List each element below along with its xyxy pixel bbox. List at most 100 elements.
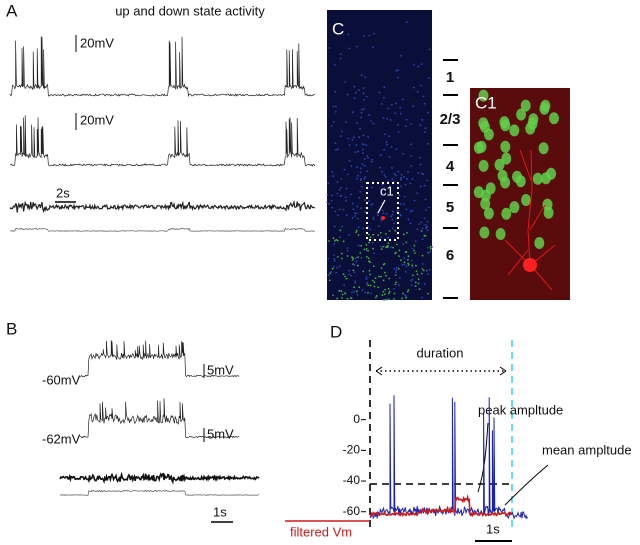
time-scale-label: 2s <box>56 185 70 200</box>
cell-dot <box>383 148 385 151</box>
cell-dot <box>411 264 414 267</box>
cell-dot <box>379 154 382 157</box>
cell-dot <box>409 182 412 185</box>
cell-dot <box>360 244 362 247</box>
neuron-soma <box>523 258 537 272</box>
inset-cell <box>549 112 559 125</box>
cell-dot <box>396 210 399 212</box>
cell-dot <box>350 165 353 168</box>
cell-dot <box>344 196 347 199</box>
cell-dot <box>415 264 417 267</box>
cell-dot <box>410 165 413 167</box>
cell-dot <box>410 259 413 262</box>
cell-dot <box>392 210 394 213</box>
cell-dot <box>417 65 420 68</box>
cell-dot <box>339 53 342 55</box>
cell-dot <box>345 199 347 202</box>
cell-dot <box>368 34 371 37</box>
cell-dot <box>402 233 405 236</box>
cell-dot <box>380 267 383 269</box>
cell-dot <box>344 275 346 278</box>
cell-dot <box>356 290 358 293</box>
cell-dot <box>395 269 398 272</box>
cell-dot <box>370 204 372 206</box>
cell-dot <box>337 148 339 151</box>
cell-dot <box>380 236 382 239</box>
cell-dot <box>364 211 366 213</box>
membrane-trace <box>80 340 240 378</box>
cell-dot <box>328 202 331 205</box>
cell-dot <box>333 225 336 228</box>
cell-dot <box>393 292 396 295</box>
layer-label: 1 <box>446 69 454 86</box>
cell-dot <box>395 148 398 151</box>
cell-dot <box>421 227 424 230</box>
cell-dot <box>371 186 374 189</box>
cell-dot <box>420 221 423 224</box>
cell-dot <box>419 163 422 166</box>
cell-dot <box>413 64 415 66</box>
cell-dot <box>365 95 368 98</box>
cell-dot <box>428 269 431 271</box>
cell-dot <box>366 170 369 173</box>
cell-dot <box>370 292 372 295</box>
cell-dot <box>405 241 408 244</box>
cell-dot <box>355 212 358 215</box>
inset-cell <box>500 140 511 153</box>
cell-dot <box>358 89 360 91</box>
cell-dot <box>388 230 391 232</box>
cell-dot <box>343 168 346 171</box>
cell-dot <box>381 103 383 105</box>
cell-dot <box>387 242 390 244</box>
cell-dot <box>391 213 394 216</box>
cell-dot <box>390 215 393 218</box>
cell-dot <box>359 179 362 181</box>
cell-dot <box>346 255 349 257</box>
cell-dot <box>403 257 406 260</box>
cell-dot <box>384 133 386 136</box>
cell-dot <box>356 294 359 296</box>
cell-dot <box>348 160 351 162</box>
cell-dot <box>339 57 342 60</box>
cell-dot <box>395 281 398 284</box>
cell-dot <box>361 143 364 146</box>
cell-dot <box>334 239 336 242</box>
cell-dot <box>378 91 381 94</box>
cell-dot <box>425 270 428 272</box>
cell-dot <box>378 275 380 278</box>
cell-dot <box>334 210 337 213</box>
cell-dot <box>352 136 355 139</box>
cell-dot <box>354 280 357 283</box>
cell-dot <box>331 194 333 197</box>
cell-dot <box>427 142 429 145</box>
cell-dot <box>421 172 423 175</box>
cell-dot <box>403 263 406 266</box>
cell-dot <box>410 123 413 125</box>
cell-dot <box>391 167 393 169</box>
cell-dot <box>410 279 412 282</box>
cell-dot <box>336 297 339 300</box>
cell-dot <box>333 258 335 260</box>
cell-dot <box>411 209 414 212</box>
cell-dot <box>412 274 414 277</box>
cell-dot <box>388 135 390 138</box>
panel-label: D <box>330 322 342 341</box>
panel-title: up and down state activity <box>115 3 265 18</box>
inset-cell <box>483 207 494 220</box>
y-tick-label: -40 <box>343 473 361 487</box>
cell-dot <box>431 246 433 248</box>
membrane-trace <box>79 398 240 439</box>
cell-dot <box>377 234 380 236</box>
cell-dot <box>342 273 345 276</box>
inset-cell <box>473 141 484 154</box>
cell-dot <box>400 173 403 176</box>
cell-dot <box>357 256 359 259</box>
cell-dot <box>388 277 391 280</box>
cell-dot <box>336 266 339 269</box>
cell-dot <box>418 156 421 159</box>
cell-dot <box>355 144 358 147</box>
cell-dot <box>385 274 387 277</box>
cell-dot <box>375 295 378 297</box>
cell-dot <box>326 201 329 204</box>
cell-dot <box>427 246 429 249</box>
